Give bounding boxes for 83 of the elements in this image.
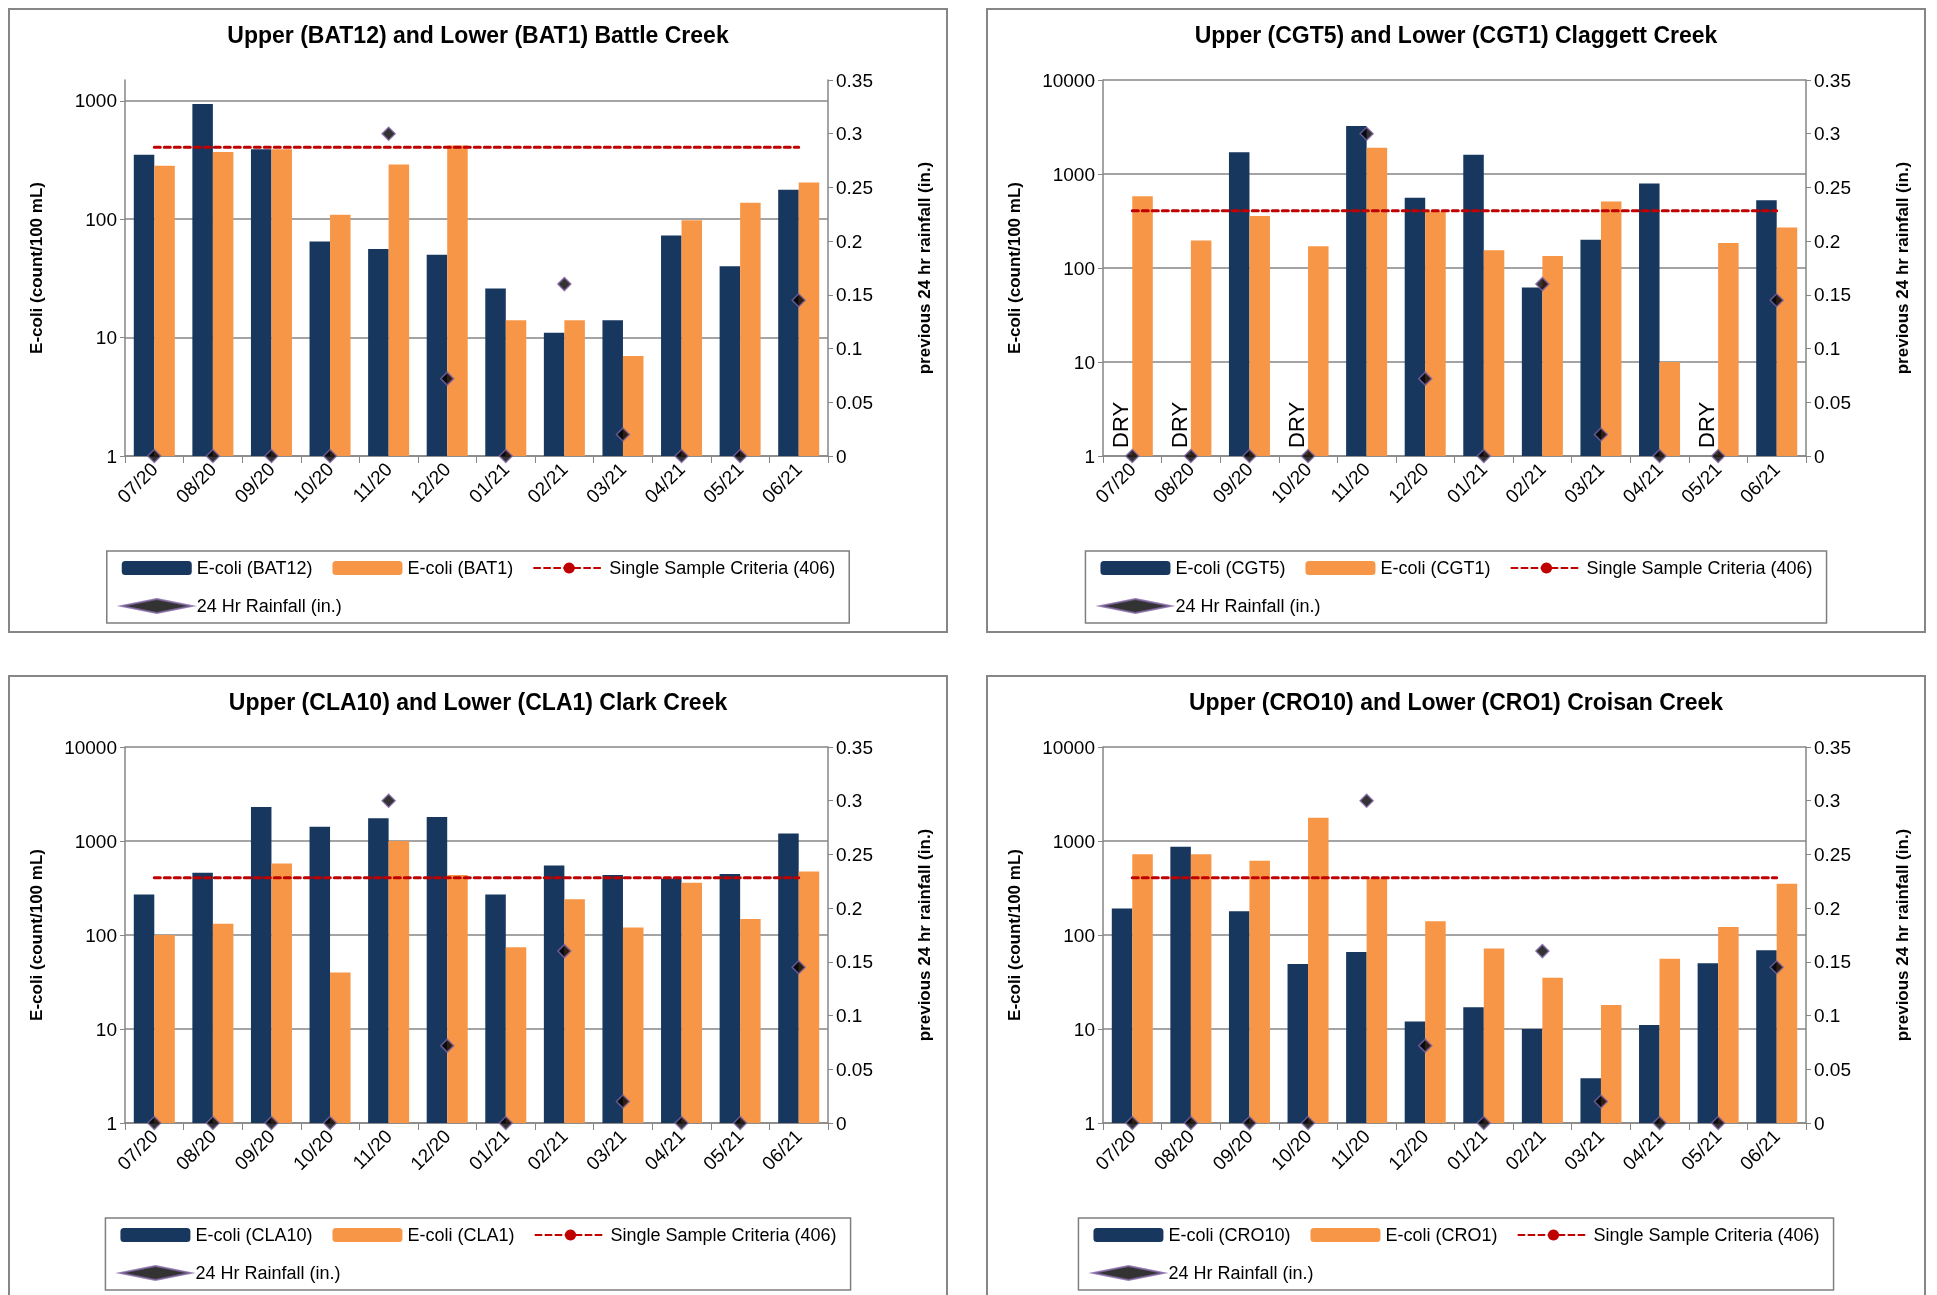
y-tick-label: 10000 xyxy=(1042,69,1095,91)
y-axis-title: E-coli (count/100 mL) xyxy=(27,849,46,1021)
chart-title: Upper (BAT12) and Lower (BAT1) Battle Creek xyxy=(227,21,729,48)
y-tick-label: 100 xyxy=(1063,257,1095,279)
y2-tick-label: 0.35 xyxy=(1814,736,1851,758)
legend-label: Single Sample Criteria (406) xyxy=(1586,558,1813,578)
y-tick-label: 1 xyxy=(1084,445,1095,467)
y2-tick-label: 0.25 xyxy=(1814,176,1851,198)
y-tick-label: 100 xyxy=(1063,924,1095,946)
y2-tick-label: 0.05 xyxy=(836,1058,873,1080)
y2-tick-label: 0.1 xyxy=(836,338,863,360)
legend-label: E-coli (BAT12) xyxy=(196,558,313,578)
y2-tick-label: 0.1 xyxy=(836,1005,863,1027)
y-tick-label: 1000 xyxy=(74,830,117,852)
legend-label: Single Sample Criteria (406) xyxy=(1593,1225,1820,1245)
legend-label: 24 Hr Rainfall (in.) xyxy=(196,596,342,616)
y-tick-label: 10000 xyxy=(1042,736,1095,758)
legend-label: E-coli (CLA10) xyxy=(195,1225,313,1245)
chart-title: Upper (CRO10) and Lower (CRO1) Croisan Creek xyxy=(1188,688,1724,715)
legend-label: E-coli (CRO1) xyxy=(1385,1225,1498,1245)
y2-tick-label: 0 xyxy=(836,1112,847,1134)
annotation: DRY xyxy=(1693,401,1719,448)
legend-label: E-coli (CGT1) xyxy=(1380,558,1491,578)
y-tick-label: 1 xyxy=(106,1112,117,1134)
chart-title: Upper (CGT5) and Lower (CGT1) Claggett Creek xyxy=(1194,21,1718,48)
y2-axis-title: previous 24 hr rainfall (in.) xyxy=(1893,828,1912,1042)
y2-tick-label: 0.05 xyxy=(1814,1058,1851,1080)
y-tick-label: 100 xyxy=(85,208,117,230)
y2-tick-label: 0.15 xyxy=(836,951,873,973)
legend-label: E-coli (CLA1) xyxy=(407,1225,515,1245)
y2-tick-label: 0.25 xyxy=(836,843,873,865)
legend-label: E-coli (CRO10) xyxy=(1168,1225,1291,1245)
y2-tick-label: 0.2 xyxy=(836,897,863,919)
legend-label: 24 Hr Rainfall (in.) xyxy=(1175,596,1321,616)
y2-tick-label: 0.25 xyxy=(836,176,873,198)
legend-label: 24 Hr Rainfall (in.) xyxy=(1168,1263,1314,1283)
y2-tick-label: 0.2 xyxy=(1814,897,1841,919)
chart-title: Upper (CLA10) and Lower (CLA1) Clark Creek xyxy=(228,688,728,715)
y-tick-label: 10 xyxy=(1073,1018,1095,1040)
y2-tick-label: 0.05 xyxy=(836,391,873,413)
legend-label: E-coli (CGT5) xyxy=(1175,558,1286,578)
y2-tick-label: 0.15 xyxy=(1814,951,1851,973)
y-tick-label: 10 xyxy=(95,327,117,349)
y2-tick-label: 0.3 xyxy=(836,790,863,812)
y2-tick-label: 0.35 xyxy=(1814,69,1851,91)
y2-tick-label: 0.35 xyxy=(836,69,873,91)
y-tick-label: 1 xyxy=(106,445,117,467)
y-axis-title: E-coli (count/100 mL) xyxy=(27,182,46,354)
y-tick-label: 1000 xyxy=(1052,830,1095,852)
y2-tick-label: 0.1 xyxy=(1814,1005,1841,1027)
legend-label: Single Sample Criteria (406) xyxy=(610,1225,837,1245)
y2-tick-label: 0.2 xyxy=(1814,230,1841,252)
y2-tick-label: 0.35 xyxy=(836,736,873,758)
y2-tick-label: 0.3 xyxy=(836,123,863,145)
y2-tick-label: 0 xyxy=(1814,1112,1825,1134)
y-axis-title: E-coli (count/100 mL) xyxy=(1005,849,1024,1021)
y2-tick-label: 0.3 xyxy=(1814,123,1841,145)
y2-tick-label: 0 xyxy=(836,445,847,467)
y-tick-label: 10 xyxy=(1073,351,1095,373)
legend-label: 24 Hr Rainfall (in.) xyxy=(195,1263,341,1283)
y-tick-label: 1 xyxy=(1084,1112,1095,1134)
y2-tick-label: 0.3 xyxy=(1814,790,1841,812)
y2-tick-label: 0 xyxy=(1814,445,1825,467)
y-tick-label: 10 xyxy=(95,1018,117,1040)
y-tick-label: 1000 xyxy=(1052,163,1095,185)
y2-axis-title: previous 24 hr rainfall (in.) xyxy=(1893,161,1912,375)
y2-axis-title: previous 24 hr rainfall (in.) xyxy=(915,161,934,375)
y2-tick-label: 0.15 xyxy=(836,284,873,306)
y2-tick-label: 0.1 xyxy=(1814,338,1841,360)
y-axis-title: E-coli (count/100 mL) xyxy=(1005,182,1024,354)
y-tick-label: 100 xyxy=(85,924,117,946)
annotation: DRY xyxy=(1166,401,1192,448)
y2-axis-title: previous 24 hr rainfall (in.) xyxy=(915,828,934,1042)
y2-tick-label: 0.2 xyxy=(836,230,863,252)
legend-label: Single Sample Criteria (406) xyxy=(609,558,836,578)
y-tick-label: 10000 xyxy=(64,736,117,758)
y2-tick-label: 0.05 xyxy=(1814,391,1851,413)
y2-tick-label: 0.15 xyxy=(1814,284,1851,306)
annotation: DRY xyxy=(1283,401,1309,448)
legend-label: E-coli (BAT1) xyxy=(407,558,514,578)
y2-tick-label: 0.25 xyxy=(1814,843,1851,865)
annotation: DRY xyxy=(1108,401,1134,448)
y-tick-label: 1000 xyxy=(74,90,117,112)
